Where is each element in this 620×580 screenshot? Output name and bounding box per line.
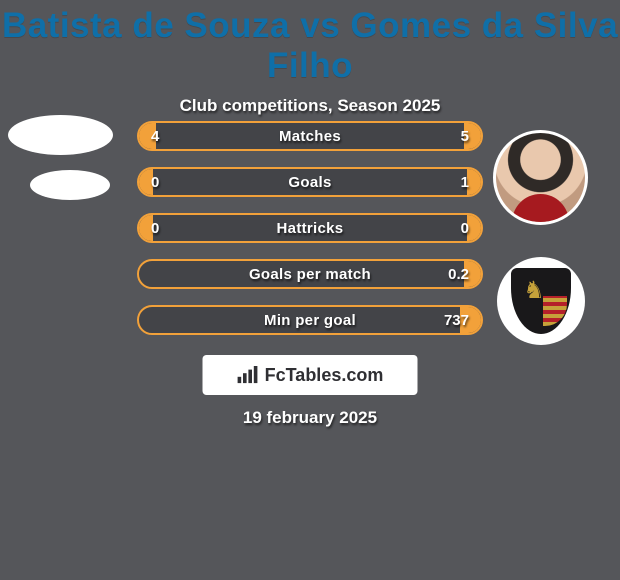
stat-row: 01Goals xyxy=(137,167,483,197)
club-left-silhouette xyxy=(30,170,110,200)
stat-label: Min per goal xyxy=(139,307,481,333)
shield-stripes xyxy=(543,296,567,326)
brand-badge: FcTables.com xyxy=(203,355,418,395)
stat-row: 45Matches xyxy=(137,121,483,151)
player-right-photo xyxy=(493,130,588,225)
comparison-date: 19 february 2025 xyxy=(0,408,620,428)
stat-label: Goals per match xyxy=(139,261,481,287)
stat-row: 00Hattricks xyxy=(137,213,483,243)
brand-text: FcTables.com xyxy=(265,365,384,386)
stat-label: Hattricks xyxy=(139,215,481,241)
stat-row: 0.2Goals per match xyxy=(137,259,483,289)
page-title: Batista de Souza vs Gomes da Silva Filho xyxy=(0,0,620,86)
club-right-badge: ♞ xyxy=(497,257,585,345)
comparison-stage: ♞ 45Matches 01Goals 00Hattricks 0.2Goals pe… xyxy=(0,95,620,355)
stat-label: Matches xyxy=(139,123,481,149)
club-shield-icon: ♞ xyxy=(511,268,571,334)
stat-label: Goals xyxy=(139,169,481,195)
player-left-silhouette xyxy=(8,115,113,155)
bar-chart-icon xyxy=(237,366,259,384)
stat-row: 737Min per goal xyxy=(137,305,483,335)
comparison-bars: 45Matches 01Goals 00Hattricks 0.2Goals per … xyxy=(137,121,483,351)
